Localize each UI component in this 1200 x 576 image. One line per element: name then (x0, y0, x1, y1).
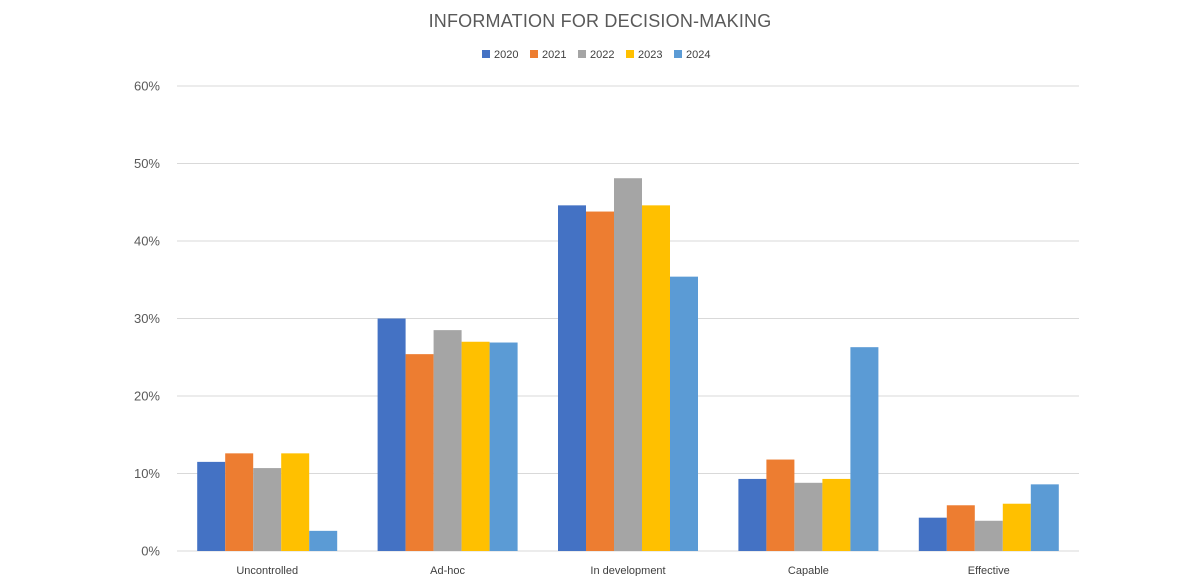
x-axis-category-labels: Uncontrolled Ad-hoc In development Capable E… (236, 565, 1009, 576)
y-tick-label: 0% (141, 544, 160, 559)
bar-2020-1 (377, 318, 406, 551)
bar-2023-3 (822, 478, 851, 551)
legend-swatch (674, 50, 682, 58)
bar-2024-0 (309, 530, 338, 551)
bar-2024-4 (1030, 484, 1059, 551)
y-tick-label: 40% (134, 234, 160, 249)
x-category-label: Capable (788, 565, 829, 576)
legend: 2020 2021 2022 2023 2024 (482, 49, 710, 61)
bar-2020-4 (918, 517, 947, 551)
legend-label: 2020 (494, 49, 518, 61)
bar-2024-2 (670, 276, 698, 551)
bar-2024-1 (489, 342, 518, 551)
x-category-label: Ad-hoc (430, 565, 465, 576)
y-axis-tick-labels: 0% 10% 20% 30% 40% 50% 60% (134, 79, 160, 559)
bar-2021-2 (586, 211, 614, 552)
bar-2022-1 (433, 330, 462, 551)
bar-2023-2 (642, 205, 670, 551)
bar-2023-0 (281, 453, 310, 551)
chart-title: INFORMATION FOR DECISION-MAKING (429, 11, 772, 31)
legend-label: 2024 (686, 49, 710, 61)
y-tick-label: 30% (134, 311, 160, 326)
y-tick-label: 20% (134, 389, 160, 404)
legend-swatch (578, 50, 586, 58)
y-tick-label: 60% (134, 79, 160, 94)
legend-label: 2022 (590, 49, 614, 61)
legend-swatch (482, 50, 490, 58)
legend-label: 2021 (542, 49, 566, 61)
y-tick-label: 10% (134, 466, 160, 481)
bar-2020-3 (738, 478, 767, 551)
bar-2021-3 (766, 459, 795, 551)
bar-2023-4 (1002, 503, 1031, 551)
bar-2021-1 (405, 354, 434, 551)
bar-2022-0 (253, 468, 282, 551)
bar-2021-4 (946, 505, 975, 551)
x-category-label: Effective (968, 565, 1010, 576)
x-category-label: Uncontrolled (236, 565, 298, 576)
bar-2020-0 (197, 461, 226, 551)
bar-2020-2 (558, 205, 586, 551)
legend-swatch (530, 50, 538, 58)
bar-2023-1 (461, 341, 490, 551)
bar-2022-4 (974, 520, 1003, 551)
bar-2024-3 (850, 347, 879, 551)
bar-2022-3 (794, 482, 823, 551)
legend-label: 2023 (638, 49, 662, 61)
y-tick-label: 50% (134, 156, 160, 171)
legend-swatch (626, 50, 634, 58)
bars (197, 178, 1059, 552)
x-category-label: In development (590, 565, 665, 576)
bar-2021-0 (225, 453, 254, 551)
bar-2022-2 (614, 178, 642, 551)
